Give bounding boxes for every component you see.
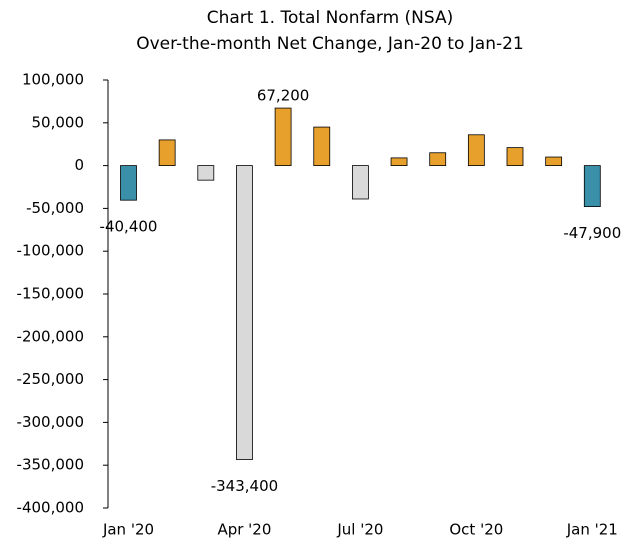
- bar: [313, 126, 331, 167]
- x-tick-label: Jul '20: [336, 521, 383, 539]
- value-label: 67,200: [257, 87, 310, 105]
- y-tick-label: -150,000: [17, 285, 84, 303]
- y-tick-label: 0: [74, 156, 84, 174]
- bar: [429, 152, 447, 166]
- y-tick-label: 50,000: [32, 113, 85, 131]
- chart-subtitle: Over-the-month Net Change, Jan-20 to Jan…: [136, 34, 524, 54]
- x-tick-label: Apr '20: [217, 521, 271, 539]
- bar: [236, 165, 253, 460]
- y-tick-label: -300,000: [17, 413, 84, 431]
- y-tick-label: -200,000: [17, 327, 84, 345]
- bar: [274, 107, 292, 166]
- y-tick-label: -400,000: [17, 499, 84, 517]
- bar: [506, 147, 524, 166]
- x-tick-label: Jan '20: [102, 521, 154, 539]
- value-label: -40,400: [100, 218, 158, 236]
- x-tick-label: Oct '20: [449, 521, 503, 539]
- chart-title: Chart 1. Total Nonfarm (NSA): [207, 8, 454, 28]
- value-label: -343,400: [211, 477, 278, 495]
- bar: [120, 165, 137, 201]
- bar: [390, 157, 408, 166]
- bar: [158, 139, 176, 166]
- y-tick-label: -250,000: [17, 370, 84, 388]
- value-label: -47,900: [563, 224, 621, 242]
- x-tick-label: Jan '21: [566, 521, 618, 539]
- bar: [545, 156, 563, 166]
- bar: [467, 134, 485, 166]
- bar: [583, 165, 601, 208]
- y-tick-label: 100,000: [22, 71, 84, 89]
- y-tick-label: -100,000: [17, 242, 84, 260]
- bar: [197, 165, 215, 181]
- y-tick-label: -50,000: [26, 199, 84, 217]
- y-tick-label: -350,000: [17, 456, 84, 474]
- bar: [351, 165, 369, 200]
